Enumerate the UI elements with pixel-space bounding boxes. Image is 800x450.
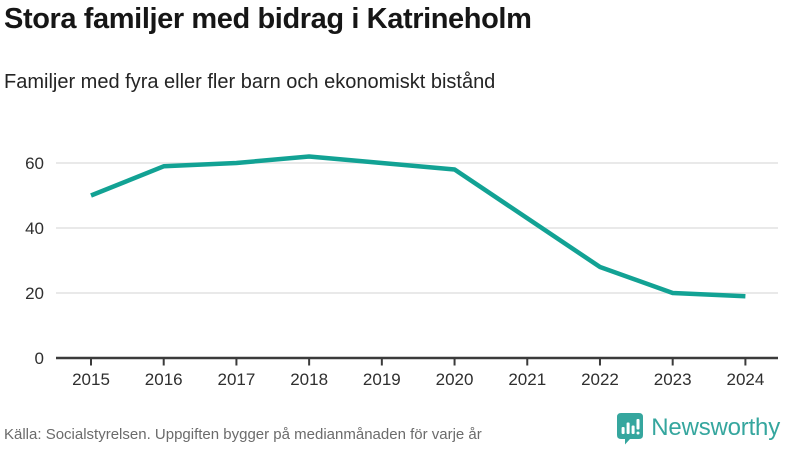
y-tick-label: 60 — [25, 154, 44, 173]
newsworthy-logo-icon — [617, 413, 644, 445]
y-tick-label: 0 — [35, 349, 44, 368]
x-tick-label: 2019 — [363, 370, 401, 389]
x-tick-label: 2021 — [508, 370, 546, 389]
x-tick-label: 2020 — [436, 370, 474, 389]
source-note: Källa: Socialstyrelsen. Uppgiften bygger… — [4, 426, 482, 443]
chart-title: Stora familjer med bidrag i Katrineholm — [4, 3, 532, 35]
y-tick-label: 20 — [25, 284, 44, 303]
x-tick-label: 2015 — [72, 370, 110, 389]
x-tick-label: 2018 — [290, 370, 328, 389]
x-tick-label: 2023 — [654, 370, 692, 389]
data-line — [90, 154, 746, 299]
newsworthy-brand: Newsworthy — [617, 413, 780, 445]
brand-wordmark: Newsworthy — [651, 414, 780, 441]
chart-subtitle: Familjer med fyra eller fler barn och ek… — [4, 71, 496, 93]
x-tick-label: 2024 — [726, 370, 764, 389]
line-chart: 0 20 40 60 2015 2016 2017 2018 2019 2020 2021 2022 2… — [25, 154, 778, 389]
y-tick-label: 40 — [25, 219, 44, 238]
x-tick-label: 2016 — [145, 370, 183, 389]
x-tick-label: 2022 — [581, 370, 619, 389]
x-tick-label: 2017 — [218, 370, 256, 389]
